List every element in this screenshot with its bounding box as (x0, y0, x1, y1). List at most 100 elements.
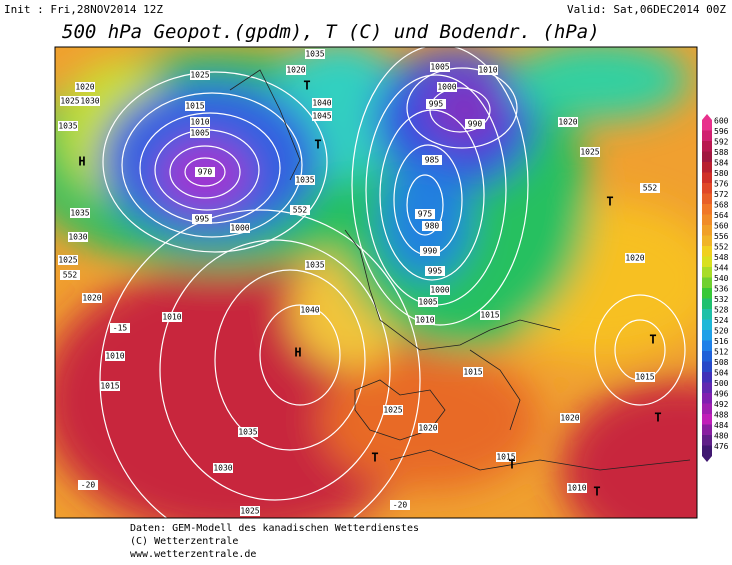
colorbar-swatch (702, 298, 712, 309)
map-label-background (110, 323, 130, 333)
map-label-background (558, 117, 578, 127)
map-label-background (290, 205, 310, 215)
map-label: 1005 (190, 129, 209, 138)
colorbar-swatch (702, 330, 712, 341)
colorbar-label: 600 (714, 117, 729, 126)
map-label-background (420, 246, 440, 256)
map-label: 1000 (430, 286, 449, 295)
map-label-background (312, 111, 332, 121)
map-label: 990 (423, 247, 438, 256)
map-label-background (415, 209, 435, 219)
footer-url: www.wetterzentrale.de (130, 549, 256, 560)
map-label: 1010 (415, 316, 434, 325)
map-label: 1005 (430, 63, 449, 72)
colorbar-swatch (702, 204, 712, 215)
colorbar-label: 524 (714, 316, 729, 325)
pressure-center: H (294, 346, 301, 360)
pressure-center: T (371, 451, 378, 465)
map-label-background (105, 351, 125, 361)
map-label: 1025 (580, 148, 599, 157)
colorbar-label: 484 (714, 421, 729, 430)
colorbar-label: 552 (714, 243, 729, 252)
colorbar-swatch (702, 130, 712, 141)
map-label-background (80, 96, 100, 106)
map-label: 975 (418, 210, 433, 219)
map-title: 500 hPa Geopot.(gpdm), T (C) und Bodendr… (62, 21, 600, 43)
map-label-background (190, 128, 210, 138)
map-label: 1010 (162, 313, 181, 322)
colorbar-swatch (702, 361, 712, 372)
map-label-background (286, 65, 306, 75)
colorbar-swatch (702, 277, 712, 288)
colorbar-swatch (702, 340, 712, 351)
map-label-background (75, 82, 95, 92)
map-label: 1030 (68, 233, 87, 242)
map-label: 1040 (312, 99, 331, 108)
colorbar-label: 520 (714, 327, 729, 336)
colorbar-label: 532 (714, 295, 729, 304)
map-label-background (100, 381, 120, 391)
map-label-background (390, 500, 410, 510)
map-label-background (426, 99, 446, 109)
colorbar-label: 596 (714, 127, 729, 136)
pressure-center: T (654, 411, 661, 425)
colorbar-label: 592 (714, 138, 729, 147)
map-label-background (430, 62, 450, 72)
colorbar-label: 588 (714, 148, 729, 157)
pressure-center: H (78, 155, 85, 169)
map-label: 552 (63, 271, 78, 280)
map-label: 1035 (305, 261, 324, 270)
valid-time: Valid: Sat,06DEC2014 00Z (567, 3, 726, 16)
coastlines (229, 69, 691, 471)
map-label-background (418, 297, 438, 307)
map-label-background (496, 452, 516, 462)
colorbar-swatch (702, 141, 712, 152)
colorbar-swatch (702, 403, 712, 414)
map-label-background (58, 121, 78, 131)
map-label: 1010 (105, 352, 124, 361)
map-label-background (430, 285, 450, 295)
map-label-background (567, 483, 587, 493)
map-label: 995 (195, 215, 210, 224)
map-label: -15 (113, 324, 128, 333)
map-label-background (300, 305, 320, 315)
colorbar-swatch (702, 445, 712, 456)
map-label-background (560, 413, 580, 423)
colorbar-swatch (702, 225, 712, 236)
colorbar-label: 504 (714, 369, 729, 378)
colorbar-swatch (702, 288, 712, 299)
map-label: 980 (425, 222, 440, 231)
map-label-background (418, 423, 438, 433)
colorbar-label: 508 (714, 358, 729, 367)
colorbar-label: 476 (714, 442, 729, 451)
colorbar-label: 560 (714, 222, 729, 231)
map-label-background (437, 82, 457, 92)
colorbar-label: 516 (714, 337, 729, 346)
map-label: 1010 (567, 484, 586, 493)
map-label-background (192, 214, 212, 224)
colorbar-label: 492 (714, 400, 729, 409)
map-label: 1000 (230, 224, 249, 233)
map-label: 1030 (213, 464, 232, 473)
map-label: 1025 (383, 406, 402, 415)
map-label-background (425, 266, 445, 276)
map-label-background (60, 270, 80, 280)
colorbar-swatch (702, 309, 712, 320)
map-label-background (415, 315, 435, 325)
colorbar-swatch (702, 183, 712, 194)
colorbar-swatch (702, 235, 712, 246)
map-label: 1015 (480, 311, 499, 320)
colorbar-swatch (702, 414, 712, 425)
footer-source: Daten: GEM-Modell des kanadischen Wetter… (130, 523, 419, 534)
map-label: 1015 (185, 102, 204, 111)
map-label: 985 (425, 156, 440, 165)
map-label: -20 (393, 501, 408, 510)
pressure-center: T (508, 458, 515, 472)
colorbar-label: 536 (714, 285, 729, 294)
map-label-background (190, 117, 210, 127)
colorbar-label: 576 (714, 180, 729, 189)
pressure-center: T (606, 195, 613, 209)
